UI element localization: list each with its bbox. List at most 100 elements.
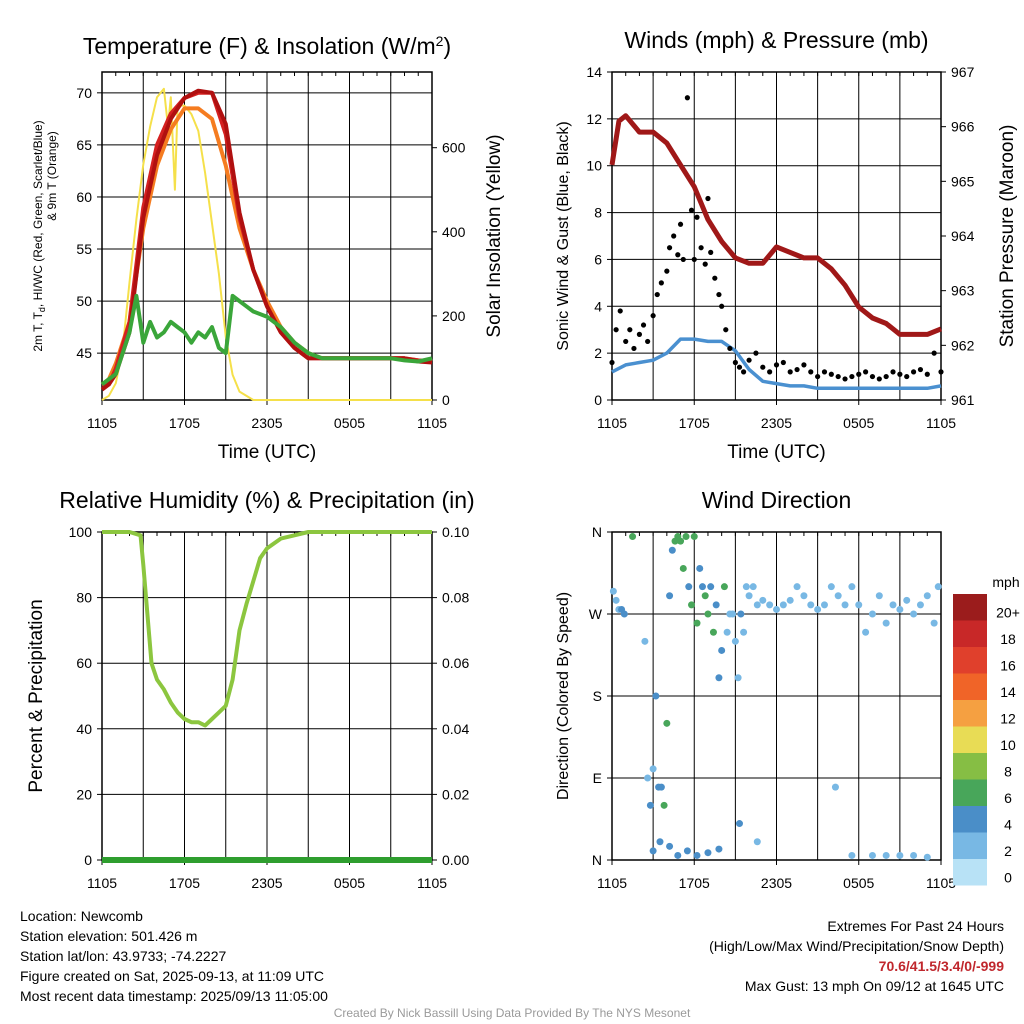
wdir-point — [729, 610, 737, 618]
wind-gust-point — [708, 249, 714, 255]
wdir-point — [677, 537, 685, 545]
wdir-point — [657, 783, 665, 791]
temp-y2tick-label: 400 — [442, 224, 466, 240]
wind-gust-point — [801, 362, 807, 368]
wind-gust-point — [688, 207, 695, 213]
wind-ytick-label: 0 — [594, 392, 602, 408]
wdir-point — [709, 628, 717, 636]
wind-gust-point — [631, 345, 637, 352]
wdir-legend-label: 14 — [1000, 684, 1016, 700]
temp-xtick-label: 1705 — [169, 415, 200, 431]
wind-xtick-label: 1705 — [679, 415, 710, 431]
wdir-legend-swatch — [953, 700, 987, 727]
wdir-point — [679, 564, 687, 572]
wdir-point — [923, 592, 931, 600]
temp-series-td — [100, 293, 433, 386]
wind-y2tick-label: 963 — [951, 283, 975, 299]
temp-title-main: Temperature (F) & Insolation (W/m — [83, 33, 436, 59]
wind-gust-point — [719, 303, 725, 309]
wind-gust-point — [645, 338, 651, 345]
wdir-point — [704, 610, 712, 618]
wdir-point — [889, 601, 897, 609]
wdir-xtick-label: 1705 — [679, 875, 710, 891]
wind-gust-point — [627, 327, 633, 333]
wind-gust-point — [623, 338, 629, 345]
wdir-point — [612, 596, 620, 604]
rh-ytick-label: 20 — [76, 786, 92, 802]
credit-text: Created By Nick Bassill Using Data Provi… — [333, 1006, 691, 1020]
created-text: Figure created on Sat, 2025-09-13, at 11… — [20, 968, 325, 984]
wind-gust-point — [705, 195, 711, 202]
wdir-legend-label: 12 — [1000, 710, 1016, 726]
rh-y2tick-label: 0.02 — [442, 786, 469, 802]
wdir-legend-label: 16 — [1000, 657, 1016, 673]
wdir-point — [834, 592, 842, 600]
wdir-point — [820, 601, 828, 609]
wind-ytick-label: 12 — [586, 111, 602, 127]
wind-gust-point — [753, 350, 759, 356]
wind-gust-point — [773, 362, 780, 368]
wind-gust-point — [741, 369, 747, 375]
extremes-desc: (High/Low/Max Wind/Precipitation/Snow De… — [709, 938, 1004, 954]
wdir-point — [693, 851, 701, 859]
wind-gust-point — [736, 364, 743, 370]
temp-ytick-label: 55 — [76, 241, 92, 257]
wind-y2tick-label: 962 — [951, 337, 975, 353]
location-text: Location: Newcomb — [20, 908, 143, 924]
wind-gust-point — [821, 369, 828, 375]
rh-ytick-label: 100 — [69, 524, 93, 540]
wind-gust-point — [658, 280, 664, 286]
wdir-point — [882, 851, 890, 859]
wdir-point — [855, 601, 863, 609]
wdir-point — [848, 583, 856, 591]
wdir-point — [720, 583, 728, 591]
wind-gust-point — [732, 359, 738, 366]
wdir-xtick-label: 0505 — [843, 875, 874, 891]
wdir-ytick-label: N — [592, 524, 602, 540]
wind-sonic-line — [611, 337, 942, 391]
rh-y2tick-label: 0.00 — [442, 852, 469, 868]
wind-gust-point — [883, 373, 889, 380]
wind-gust-point — [613, 327, 619, 333]
rh-chart: 1105 1705 2305 0505 1105 Relative Humidity (%… — [26, 487, 475, 891]
wdir-legend-label: 2 — [1004, 843, 1012, 859]
wdir-legend-swatch — [953, 673, 987, 700]
wdir-point — [745, 592, 753, 600]
temp-ylabel-line1: 2m T, Td, HI/WC (Red, Green, Scarlet/Blu… — [31, 120, 47, 351]
wind-gust-point — [650, 313, 656, 319]
wind-gust-point — [787, 369, 793, 375]
temp-xtick-label: 1105 — [417, 415, 447, 431]
recent-text: Most recent data timestamp: 2025/09/13 1… — [20, 988, 328, 1004]
rh-ytick-label: 40 — [76, 721, 92, 737]
wdir-point — [609, 587, 617, 595]
wind-gust-point — [794, 366, 800, 373]
wind-gust-point — [666, 245, 673, 251]
wind-gust-point — [680, 256, 686, 263]
wdir-point — [668, 546, 676, 554]
wdir-legend-swatch — [953, 620, 987, 647]
wdir-point — [800, 592, 808, 600]
wind-gust-point — [828, 371, 834, 377]
wdir-point — [882, 619, 890, 627]
wdir-point — [707, 583, 715, 591]
wind-gust-point — [617, 308, 623, 314]
wdir-point — [930, 619, 938, 627]
extremes-info: Extremes For Past 24 Hours (High/Low/Max… — [709, 916, 1004, 996]
wind-ytick-label: 14 — [586, 64, 602, 80]
wind-xlabel: Time (UTC) — [727, 442, 826, 463]
wind-gust-point — [760, 364, 766, 370]
wdir-point — [786, 596, 794, 604]
wdir-point — [827, 583, 835, 591]
wdir-point — [698, 583, 706, 591]
wdir-legend-swatch — [953, 753, 987, 780]
rh-ylabel: Percent & Precipitation — [26, 599, 47, 792]
rh-xtick-label: 0505 — [334, 875, 365, 891]
wind-gust-point — [842, 376, 848, 382]
wind-gust-point — [876, 376, 882, 382]
wind-gust-point — [856, 371, 862, 377]
rh-xtick-label: 1105 — [87, 875, 117, 891]
wind-gust-point — [815, 373, 821, 380]
wdir-point — [903, 596, 911, 604]
extremes-title: Extremes For Past 24 Hours — [827, 918, 1004, 934]
wdir-point — [868, 851, 876, 859]
